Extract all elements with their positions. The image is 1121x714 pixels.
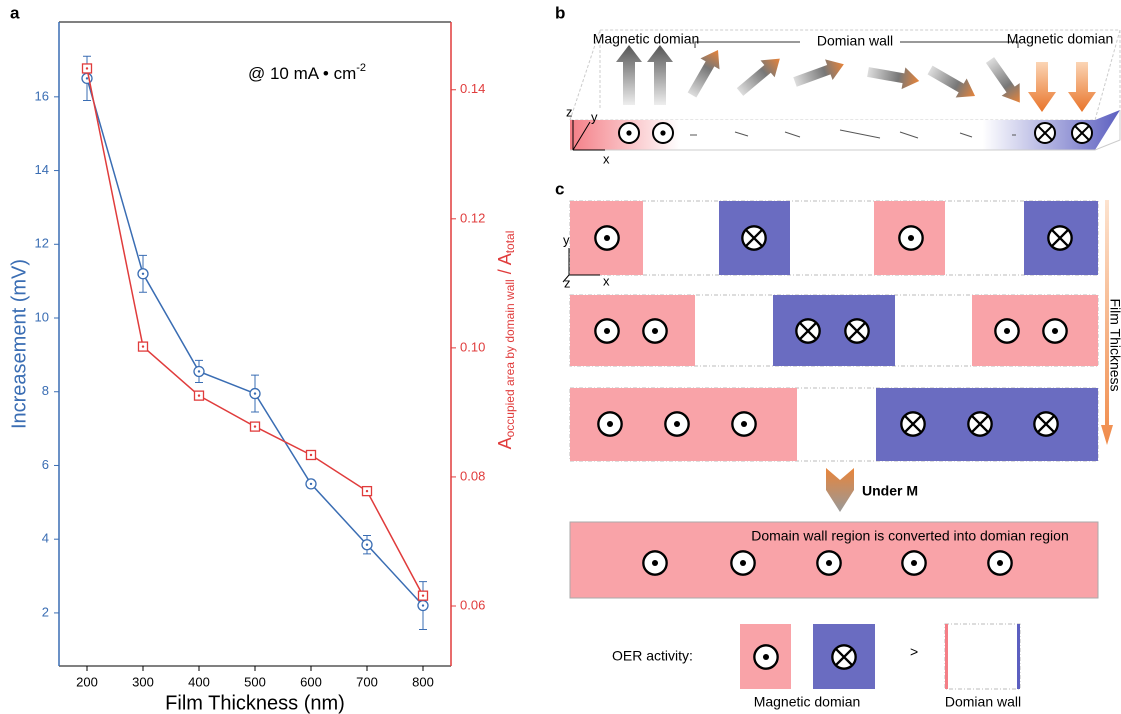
x-tick-label: 300 [132, 674, 154, 689]
y2-tick-label: 0.14 [460, 81, 485, 96]
marker-dot [86, 67, 88, 69]
marker-dot [310, 454, 312, 456]
y-tick-label: 10 [35, 309, 49, 324]
arrow [1068, 62, 1096, 112]
figure: a 200 300 400 500 600 700 800 2 4 6 8 10 12 14 16 0.06 0.… [0, 0, 1121, 714]
y-tick-label: 2 [42, 604, 49, 619]
marker-dot [366, 490, 368, 492]
panel-b: b Magnetic domian Domian wall Magnetic d… [555, 3, 1120, 166]
y2-axis-label: Aoccupied area by domain wall / Atotal [495, 231, 517, 450]
panel-label: b [555, 3, 565, 22]
thickness-label: Film Thickness [1107, 298, 1121, 391]
y-tick-label: 12 [35, 236, 49, 251]
axis-label: z [566, 104, 573, 119]
marker-dot [366, 544, 368, 546]
x-tick-label: 600 [300, 674, 322, 689]
marker-dot [254, 425, 256, 427]
panel-label: c [555, 179, 564, 198]
x-tick-label: 800 [412, 674, 434, 689]
y-axis-label: Increasement (mV) [8, 259, 30, 429]
legend-title: OER activity: [612, 648, 693, 664]
final-note: Domain wall region is converted into dom… [751, 528, 1069, 544]
legend-wall: Domian wall [945, 694, 1021, 710]
x-tick-label: 700 [356, 674, 378, 689]
wall-label: Domian wall [817, 33, 893, 49]
subscript: total [503, 231, 517, 254]
subscript: occupied area by domain wall [503, 279, 517, 437]
y2-tick-label: 0.06 [460, 597, 485, 612]
y-tick-label: 6 [42, 457, 49, 472]
marker-dot [86, 77, 88, 79]
marker-dot [142, 273, 144, 275]
arrow [1028, 62, 1056, 112]
marker-dot [142, 345, 144, 347]
superscript: -2 [356, 62, 366, 74]
page: {"chart_data": {"type": "line", "panel":… [0, 0, 1121, 714]
arrow [616, 45, 642, 105]
annotation-text: @ 10 mA • cm [248, 64, 356, 83]
axis-label: x [603, 273, 610, 288]
marker-dot [198, 394, 200, 396]
x-axis-label: Film Thickness (nm) [165, 692, 345, 714]
tilted-arrows [682, 44, 1028, 108]
y-tick-label: 16 [35, 88, 49, 103]
x-tick-label: 400 [188, 674, 210, 689]
chart-a: a 200 300 400 500 600 700 800 2 4 6 8 10 12 14 16 0.06 0.… [8, 3, 517, 714]
y2-tick-label: 0.10 [460, 339, 485, 354]
arrow [647, 45, 673, 105]
y-tick-label: 8 [42, 383, 49, 398]
marker-dot [198, 370, 200, 372]
axis-label: y [591, 109, 598, 124]
panel-label: a [10, 3, 20, 22]
y2-tick-label: 0.08 [460, 468, 485, 483]
marker-dot [422, 604, 424, 606]
axis-label: y [563, 232, 570, 247]
panel-c: c y z x Film Thickness Under M Domain wa… [555, 179, 1121, 709]
series-line [87, 68, 423, 595]
label-part: / A [495, 253, 515, 279]
y-tick-label: 4 [42, 531, 49, 546]
series-line [87, 78, 423, 605]
relation: > [910, 644, 918, 660]
legend-domain: Magnetic domian [754, 694, 861, 710]
y-tick-label: 14 [35, 162, 49, 177]
axis-label: x [603, 151, 610, 166]
label-part: A [495, 437, 515, 449]
x-tick-label: 200 [76, 674, 98, 689]
marker-dot [254, 392, 256, 394]
marker-dot [310, 483, 312, 485]
axis-label: z [564, 275, 571, 290]
annotation: @ 10 mA • cm-2 [248, 62, 366, 84]
transition-label: Under M [862, 483, 918, 499]
y2-tick-label: 0.12 [460, 210, 485, 225]
domain-label: Magnetic domian [1007, 31, 1114, 47]
transition-arrow [826, 468, 854, 512]
marker-dot [422, 594, 424, 596]
x-tick-label: 500 [244, 674, 266, 689]
domain-label: Magnetic domian [593, 31, 700, 47]
